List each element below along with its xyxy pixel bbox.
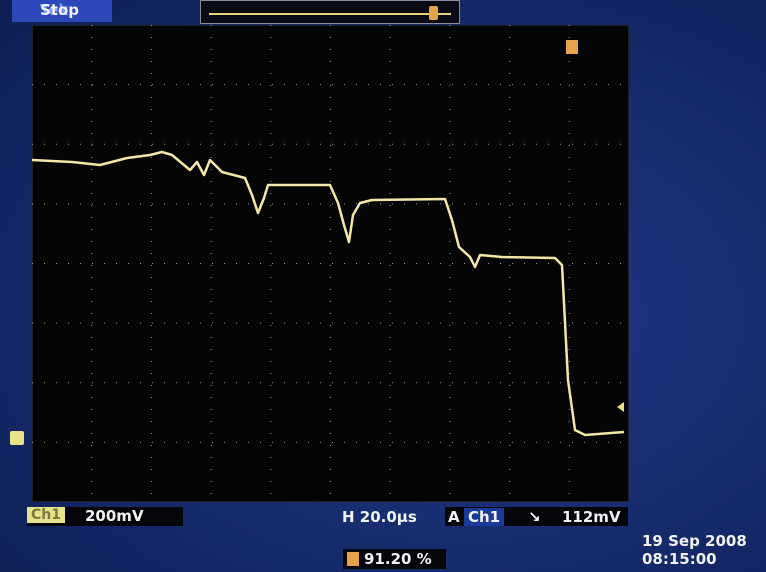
trigger-level-marker — [617, 402, 624, 412]
acquisition-status: Stop — [40, 1, 80, 19]
channel-box — [27, 507, 183, 526]
trigger-position-box — [343, 549, 446, 569]
waveform-trace — [32, 150, 625, 437]
trigger-position-marker — [566, 40, 578, 54]
trigger-slope: ↘ — [528, 508, 541, 526]
trigger-level: 112mV — [562, 508, 621, 526]
trigger-source: Ch1 — [464, 508, 505, 526]
waveform-display — [32, 25, 629, 502]
trigger-icon — [347, 552, 359, 566]
time: 08:15:00 — [642, 550, 717, 568]
status-box: Tek Stop — [12, 0, 112, 22]
channel-label: Ch1 — [27, 507, 65, 523]
vertical-scale: 200mV — [85, 507, 144, 525]
record-bar — [200, 0, 460, 24]
brand: Tek — [40, 1, 69, 19]
horizontal-scale: H 20.0µs — [342, 508, 417, 526]
ground-marker — [10, 431, 24, 445]
date: 19 Sep 2008 — [642, 532, 747, 550]
trigger-position: 91.20 % — [364, 550, 432, 568]
trigger-mode: A — [448, 508, 460, 526]
